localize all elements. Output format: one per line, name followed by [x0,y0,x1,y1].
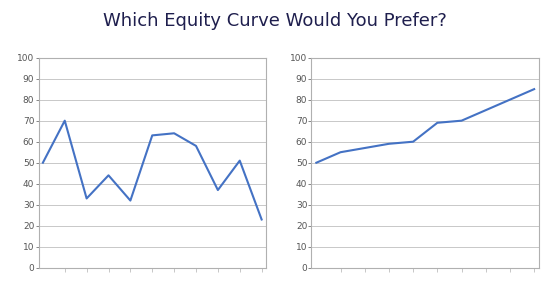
Text: Which Equity Curve Would You Prefer?: Which Equity Curve Would You Prefer? [103,12,447,30]
